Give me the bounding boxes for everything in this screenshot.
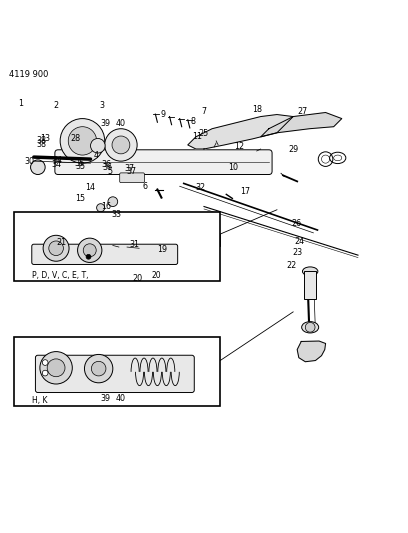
FancyBboxPatch shape [55,150,272,174]
Text: 4: 4 [94,150,99,159]
FancyBboxPatch shape [35,355,194,392]
Circle shape [42,360,48,366]
Text: 37: 37 [124,164,134,173]
Ellipse shape [302,321,319,333]
Text: 37: 37 [127,167,137,176]
Circle shape [47,359,65,377]
Circle shape [31,160,45,174]
Circle shape [305,322,315,332]
Text: 1: 1 [18,99,23,108]
Text: 17: 17 [240,187,251,196]
Text: 21: 21 [56,238,67,247]
Bar [13,337,220,406]
Text: 11: 11 [192,132,202,141]
Text: 2: 2 [53,101,59,110]
Text: 30: 30 [24,157,34,166]
Text: 25: 25 [198,129,208,138]
Text: 29: 29 [289,146,299,154]
Text: 5: 5 [107,167,113,176]
Text: 20: 20 [132,274,142,283]
Circle shape [86,254,91,259]
Circle shape [49,241,63,255]
Circle shape [78,238,102,262]
Circle shape [42,370,48,376]
Text: 33: 33 [112,210,122,219]
Circle shape [43,235,69,261]
Text: 8: 8 [191,117,196,126]
Text: 19: 19 [157,245,168,254]
Text: 26: 26 [291,220,302,229]
Text: 28: 28 [70,134,80,143]
Text: 39: 39 [101,119,111,128]
Text: 35: 35 [75,161,85,171]
Circle shape [84,354,113,383]
Circle shape [108,197,118,206]
Text: 15: 15 [75,194,85,203]
Circle shape [68,127,97,155]
Text: 36: 36 [102,163,113,172]
Text: 20: 20 [151,271,161,280]
Circle shape [60,119,105,163]
Circle shape [91,139,105,153]
Text: 10: 10 [228,163,238,172]
Text: 18: 18 [253,105,262,114]
Text: 38: 38 [36,135,46,144]
Text: 39: 39 [101,394,111,403]
Text: 24: 24 [294,237,304,246]
Text: 34: 34 [51,160,61,169]
Circle shape [105,129,137,161]
Circle shape [40,352,72,384]
Text: 6: 6 [143,182,148,191]
Circle shape [83,244,96,257]
Text: 16: 16 [101,202,111,211]
Polygon shape [261,112,342,137]
Bar [13,212,220,281]
Circle shape [91,361,106,376]
Text: 9: 9 [160,110,165,119]
Bar [304,271,316,299]
Text: P, D, V, C, E, T,: P, D, V, C, E, T, [32,271,88,280]
Text: 40: 40 [116,119,126,128]
Text: 22: 22 [286,261,296,270]
Text: 13: 13 [40,134,50,143]
Text: 32: 32 [196,183,206,192]
Text: 35: 35 [74,159,84,168]
Text: 14: 14 [85,183,95,192]
Text: 40: 40 [116,394,126,403]
Text: 3: 3 [100,101,104,110]
Circle shape [97,204,105,212]
Circle shape [112,136,130,154]
Text: 31: 31 [129,240,139,249]
Text: 36: 36 [101,160,111,169]
Text: 34: 34 [52,156,62,165]
Text: 4119 900: 4119 900 [9,70,48,79]
Text: 23: 23 [292,248,302,257]
Polygon shape [188,115,293,149]
FancyBboxPatch shape [120,173,144,183]
Text: 27: 27 [297,107,307,116]
Text: 12: 12 [234,142,244,151]
Polygon shape [297,341,326,362]
Text: 38: 38 [37,140,47,149]
Ellipse shape [302,267,318,276]
FancyBboxPatch shape [32,244,177,264]
Text: 7: 7 [202,107,206,116]
Text: H, K: H, K [32,397,47,406]
